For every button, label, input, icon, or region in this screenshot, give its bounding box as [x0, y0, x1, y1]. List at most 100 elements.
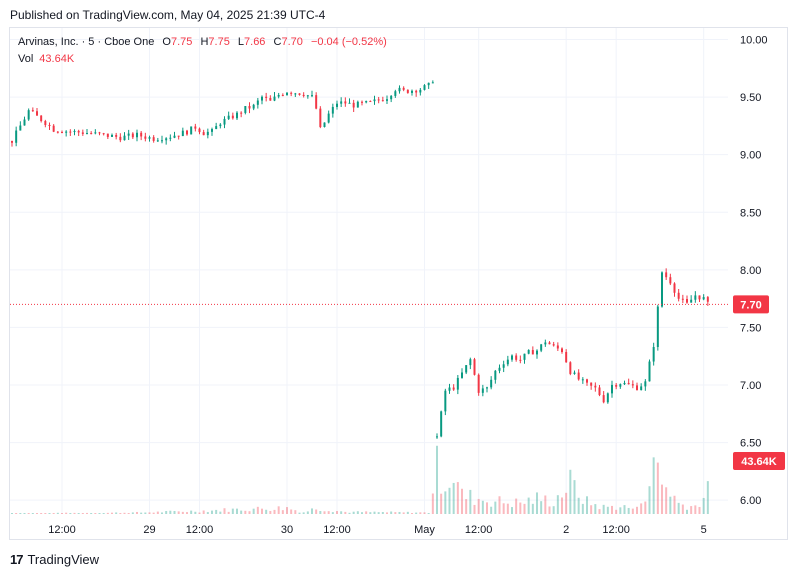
volume-bar [236, 508, 238, 514]
candle-body [681, 298, 684, 300]
candle-body [127, 133, 130, 136]
volume-bar [327, 511, 330, 514]
volume-bar [452, 482, 455, 514]
chart-frame[interactable] [9, 27, 788, 540]
candle-body [502, 364, 505, 368]
volume-bar [552, 506, 555, 514]
volume-bar [431, 493, 434, 514]
candle-body [569, 362, 572, 374]
volume-bar [294, 510, 297, 514]
candle-body [190, 126, 193, 135]
candle-body [202, 132, 205, 136]
volume-bar [477, 498, 480, 514]
candle-body [436, 436, 438, 438]
volume-bar [202, 510, 205, 514]
candle-body [452, 387, 455, 390]
candle-body [423, 85, 426, 90]
candle-body [369, 101, 372, 103]
volume-bar [598, 509, 601, 514]
volume-bar [640, 503, 643, 514]
x-tick-label: 12:00 [465, 524, 493, 536]
candle-body [186, 130, 188, 135]
volume-bar [181, 511, 184, 514]
volume-bar [652, 457, 655, 514]
x-tick-label: 30 [281, 524, 293, 536]
candle-body [606, 393, 609, 403]
volume-bar [177, 511, 180, 514]
volume-bar [702, 497, 705, 514]
volume-bar [511, 507, 513, 514]
volume-bar [244, 510, 247, 514]
volume-bar [690, 506, 693, 514]
candle-body [131, 133, 134, 138]
last-volume-label: 43.64K [741, 456, 777, 468]
volume-bar [394, 512, 397, 514]
volume-bar [706, 481, 709, 514]
volume-bar [556, 495, 559, 514]
volume-bar [461, 488, 463, 514]
volume-bar [469, 489, 472, 514]
candle-body [206, 131, 209, 136]
candle-body [448, 387, 451, 391]
candle-body [406, 89, 409, 93]
symbol-name[interactable]: Arvinas, Inc. · 5 · Cboe One [18, 36, 155, 48]
volume-bar [536, 492, 538, 514]
candle-body [231, 115, 234, 119]
close-label: C [273, 36, 282, 48]
candle-body [677, 292, 680, 299]
volume-bar [140, 512, 143, 514]
volume-bar [561, 497, 563, 514]
tradingview-logo[interactable]: 17 TradingView [10, 552, 99, 567]
volume-bar [311, 508, 313, 514]
candle-body [102, 133, 105, 135]
volume-bar [27, 513, 30, 514]
volume-bar [227, 511, 230, 514]
volume-bar [623, 505, 626, 514]
candle-body [327, 113, 330, 123]
y-tick-label: 6.50 [740, 438, 761, 450]
candle-body [511, 355, 513, 360]
candle-body [698, 295, 701, 300]
volume-bar [144, 512, 147, 514]
volume-bar [619, 507, 622, 514]
candle-body [211, 129, 213, 132]
candle-body [431, 82, 434, 84]
volume-bar [519, 502, 522, 514]
candle-body [394, 91, 397, 96]
volume-bar [11, 513, 13, 514]
volume-bar [190, 510, 193, 514]
volume-bar [423, 512, 426, 514]
volume-bar [194, 511, 197, 514]
volume-bar [365, 511, 368, 514]
volume-bar [277, 506, 280, 514]
candle-body [23, 119, 26, 126]
volume-bar [540, 501, 543, 514]
candle-body [240, 112, 243, 114]
volume-bar [573, 480, 576, 514]
x-tick-label: 12:00 [323, 524, 351, 536]
candle-body [352, 102, 355, 108]
volume-bar [115, 512, 118, 514]
volume-bar [681, 504, 684, 514]
candle-body [198, 128, 201, 133]
candle-body [115, 134, 118, 137]
volume-bar [411, 513, 413, 514]
candle-body [661, 272, 663, 307]
volume-bar [644, 501, 647, 514]
candle-body [561, 348, 563, 352]
volume-bar [694, 505, 697, 514]
candle-body [148, 137, 151, 139]
tradingview-logo-text: TradingView [27, 552, 100, 567]
candle-body [519, 359, 522, 361]
x-tick-label: 2 [563, 524, 569, 536]
candle-body [94, 132, 97, 134]
candle-body [477, 374, 480, 393]
candle-body [377, 99, 380, 101]
candle-body [290, 92, 293, 94]
published-note: Published on TradingView.com, May 04, 20… [10, 8, 326, 22]
candle-body [373, 99, 376, 102]
volume-bar [298, 512, 301, 514]
volume-bar [606, 506, 609, 514]
volume-bar [656, 462, 659, 514]
